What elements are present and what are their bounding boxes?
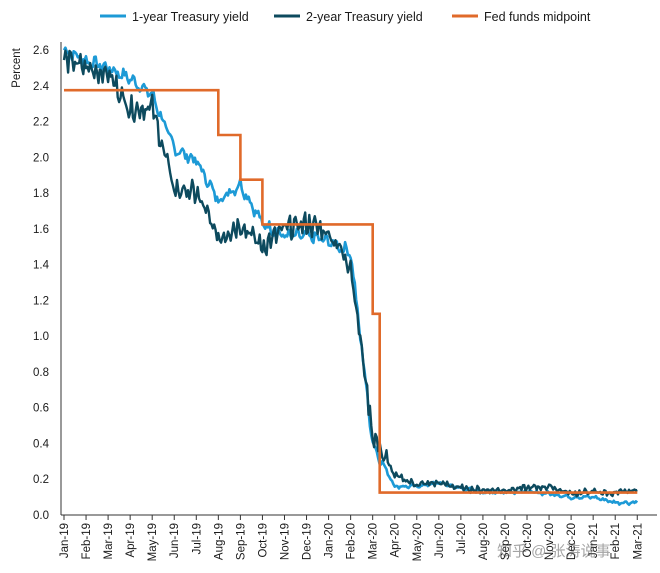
y-axis-title: Percent: [11, 47, 23, 87]
x-tick-label: Mar-19: [103, 523, 115, 559]
x-tick-label: Dec-19: [302, 523, 314, 560]
x-tick-label: Feb-20: [346, 523, 358, 559]
x-tick-label: Aug-20: [478, 523, 490, 560]
x-tick-label: Jan-20: [324, 523, 336, 558]
x-tick-label: Jul-20: [456, 523, 468, 554]
legend-label: Fed funds midpoint: [484, 10, 591, 24]
series-line-2-year-treasury: [62, 49, 638, 498]
y-tick-label: 0.6: [33, 403, 49, 415]
x-tick-label: Jul-19: [191, 523, 203, 554]
x-tick-label: Oct-19: [257, 523, 269, 558]
legend-label: 2-year Treasury yield: [306, 10, 423, 24]
legend-label: 1-year Treasury yield: [132, 10, 249, 24]
y-tick-label: 1.0: [33, 331, 49, 343]
x-tick-label: Sep-20: [500, 523, 512, 560]
legend: 1-year Treasury yield 2-year Treasury yie…: [100, 10, 591, 24]
y-tick-label: 0.0: [33, 510, 49, 522]
x-tick-label: Mar-20: [368, 523, 380, 559]
y-tick-label: 2.0: [33, 152, 49, 164]
x-tick-label: Nov-20: [544, 523, 556, 560]
y-tick-label: 2.6: [33, 45, 49, 57]
x-tick-label: Sep-19: [235, 523, 247, 560]
x-tick-label: Jun-20: [434, 523, 446, 558]
x-tick-label: Jan-21: [588, 523, 600, 558]
x-tick-label: Dec-20: [566, 523, 578, 560]
y-tick-label: 0.4: [33, 438, 50, 450]
series-line-fed-funds-midpoint: [64, 88, 638, 494]
x-tick-label: Feb-21: [610, 523, 622, 559]
x-tick-label: Nov-19: [279, 523, 291, 560]
x-tick-label: May-20: [412, 523, 424, 561]
y-tick-label: 0.2: [33, 474, 49, 486]
y-tick-label: 2.4: [33, 81, 50, 93]
series-line-1-year-treasury: [62, 46, 639, 506]
x-tick-label: Mar-21: [632, 523, 644, 559]
plot-area: [62, 46, 639, 506]
x-tick-label: Aug-19: [213, 523, 225, 560]
x-tick-label: Jun-19: [169, 523, 181, 558]
y-tick-label: 1.4: [33, 260, 50, 272]
x-tick-label: Apr-19: [125, 523, 137, 558]
y-tick-label: 1.6: [33, 224, 49, 236]
x-tick-label: Oct-20: [522, 523, 534, 558]
y-tick-label: 1.2: [33, 295, 49, 307]
x-tick-label: Apr-20: [390, 523, 402, 558]
y-axis: 0.0 0.2 0.4 0.6 0.8 1.0 1.2 1.4 1.6 1.8 2.0 2.2 2.4 2…: [33, 42, 62, 522]
y-tick-label: 0.8: [33, 367, 49, 379]
watermark-text: 知乎 @ 张涛说事: [497, 543, 611, 560]
x-axis: Jan-19 Feb-19 Mar-19 Apr-19 May-19 Jun-19 Jul-…: [59, 514, 657, 561]
x-tick-label: Feb-19: [81, 523, 93, 559]
y-tick-label: 2.2: [33, 117, 49, 129]
y-tick-label: 1.8: [33, 188, 49, 200]
x-tick-label: May-19: [147, 523, 159, 561]
x-tick-label: Jan-19: [59, 523, 71, 558]
